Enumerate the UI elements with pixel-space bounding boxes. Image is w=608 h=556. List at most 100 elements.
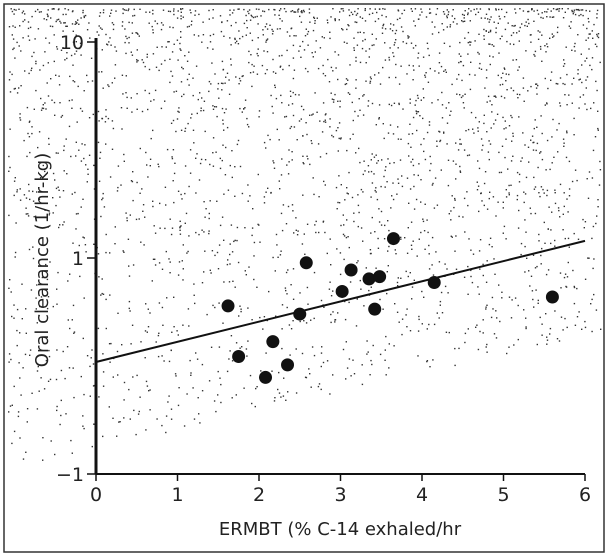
speckle-dot [418, 318, 420, 321]
speckle-dot [293, 35, 295, 37]
speckle-dot [287, 391, 289, 393]
y-axis-title: Oral clearance (1/hr-kg) [32, 153, 53, 367]
speckle-dot [501, 35, 503, 37]
speckle-dot [546, 11, 548, 13]
speckle-dot [336, 208, 338, 210]
speckle-dot [355, 152, 357, 154]
speckle-dot [525, 231, 527, 233]
speckle-dot [110, 12, 112, 14]
speckle-dot [339, 100, 341, 102]
speckle-dot [281, 328, 283, 330]
speckle-dot [81, 110, 84, 112]
speckle-dot [525, 317, 527, 319]
speckle-dot [222, 82, 224, 85]
data-point [293, 307, 307, 321]
speckle-dot [281, 158, 283, 160]
speckle-dot [546, 189, 549, 192]
speckle-dot [310, 386, 312, 388]
speckle-dot [259, 316, 261, 319]
speckle-dot [72, 41, 75, 43]
speckle-dot [144, 357, 146, 359]
speckle-dot [93, 243, 95, 245]
speckle-dot [525, 50, 527, 52]
speckle-dot [525, 176, 528, 179]
speckle-dot [461, 13, 464, 16]
speckle-dot [388, 367, 390, 369]
speckle-dot [488, 43, 490, 45]
speckle-dot [493, 258, 495, 260]
speckle-dot [338, 137, 340, 140]
speckle-dot [122, 93, 124, 95]
speckle-dot [305, 322, 308, 324]
speckle-dot [530, 34, 532, 36]
speckle-dot [288, 161, 290, 163]
speckle-dot [374, 74, 376, 76]
speckle-dot [116, 190, 119, 192]
speckle-dot [266, 28, 269, 30]
speckle-dot [125, 52, 127, 55]
speckle-dot [564, 83, 566, 86]
speckle-dot [546, 103, 548, 105]
speckle-dot [18, 362, 20, 364]
speckle-dot [321, 36, 323, 38]
speckle-dot [244, 227, 246, 229]
speckle-dot [388, 229, 390, 232]
speckle-dot [146, 164, 148, 166]
speckle-dot [591, 57, 594, 59]
speckle-dot [302, 9, 305, 12]
speckle-dot [86, 355, 89, 357]
speckle-dot [397, 47, 399, 49]
speckle-dot [493, 95, 495, 97]
speckle-dot [567, 8, 569, 10]
speckle-dot [108, 406, 110, 408]
speckle-dot [499, 18, 501, 20]
speckle-dot [392, 24, 395, 26]
speckle-dot [279, 254, 282, 256]
speckle-dot [485, 281, 488, 283]
speckle-dot [578, 79, 580, 81]
speckle-dot [293, 11, 295, 13]
speckle-dot [233, 9, 235, 11]
speckle-dot [57, 186, 59, 188]
speckle-dot [373, 173, 375, 175]
speckle-dot [535, 83, 538, 85]
speckle-dot [416, 255, 418, 257]
speckle-dot [492, 308, 494, 310]
speckle-dot [51, 8, 53, 10]
speckle-dot [566, 132, 568, 134]
speckle-dot [292, 268, 295, 270]
speckle-dot [321, 346, 323, 348]
speckle-dot [182, 244, 184, 246]
speckle-dot [222, 69, 224, 71]
speckle-dot [64, 377, 66, 380]
speckle-dot [517, 338, 519, 341]
speckle-dot [554, 202, 557, 205]
speckle-dot [16, 329, 18, 332]
speckle-dot [293, 126, 296, 128]
speckle-dot [454, 364, 456, 367]
y-tick-label: −1 [56, 464, 84, 486]
speckle-dot [262, 29, 264, 31]
speckle-dot [36, 191, 38, 193]
speckle-dot [32, 246, 34, 248]
speckle-dot [53, 60, 55, 63]
speckle-dot [551, 33, 553, 35]
speckle-dot [179, 227, 181, 229]
speckle-dot [526, 25, 528, 27]
speckle-dot [60, 116, 62, 118]
speckle-dot [569, 27, 572, 29]
speckle-dot [234, 195, 236, 197]
speckle-dot [535, 83, 537, 85]
speckle-dot [594, 43, 597, 45]
speckle-dot [29, 354, 31, 356]
speckle-dot [263, 50, 265, 52]
speckle-dot [184, 130, 186, 132]
speckle-dot [352, 133, 354, 135]
speckle-dot [439, 139, 442, 142]
speckle-dot [47, 15, 49, 17]
speckle-dot [541, 34, 543, 36]
speckle-dot [57, 152, 59, 154]
speckle-dot [195, 192, 197, 194]
speckle-dot [436, 145, 438, 147]
speckle-dot [468, 238, 470, 240]
